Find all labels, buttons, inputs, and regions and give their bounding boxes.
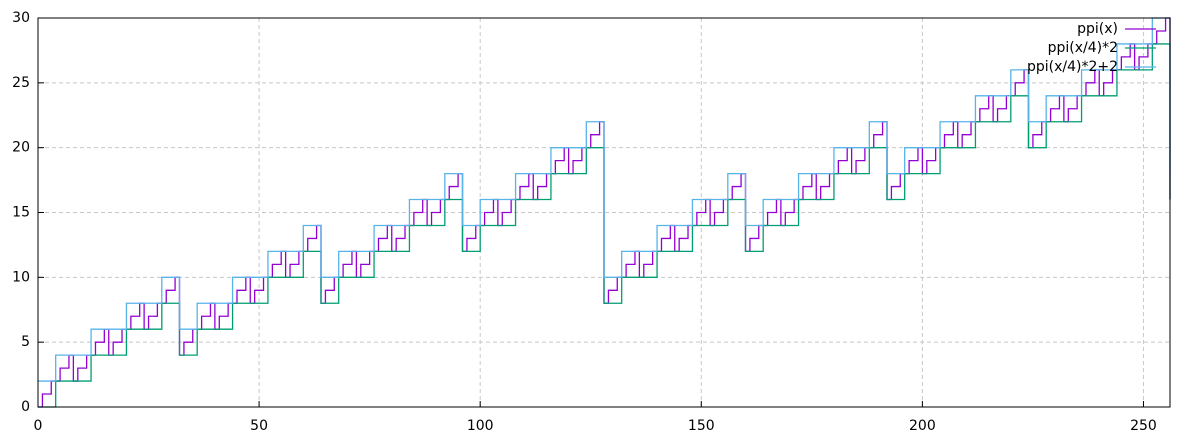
- legend-label: ppi(x/4)*2+2: [1027, 59, 1118, 75]
- legend-label: ppi(x/4)*2: [1048, 40, 1118, 56]
- y-tick-label: 20: [12, 140, 30, 156]
- y-tick-label: 0: [21, 399, 30, 415]
- x-tick-label: 200: [909, 418, 936, 434]
- x-tick-label: 250: [1130, 418, 1157, 434]
- x-tick-label: 0: [34, 418, 43, 434]
- series-line: [38, 43, 1171, 408]
- x-tick-label: 150: [688, 418, 715, 434]
- plot-border: [37, 17, 1171, 408]
- legend-label: ppi(x): [1077, 21, 1118, 37]
- y-tick-label: 30: [12, 10, 30, 26]
- y-tick-label: 25: [12, 75, 30, 91]
- x-tick-label: 100: [467, 418, 494, 434]
- y-tick-label: 15: [12, 205, 30, 221]
- y-tick-label: 10: [12, 269, 30, 285]
- x-tick-label: 50: [250, 418, 268, 434]
- y-tick-label: 5: [21, 334, 30, 350]
- series-line: [38, 17, 1171, 382]
